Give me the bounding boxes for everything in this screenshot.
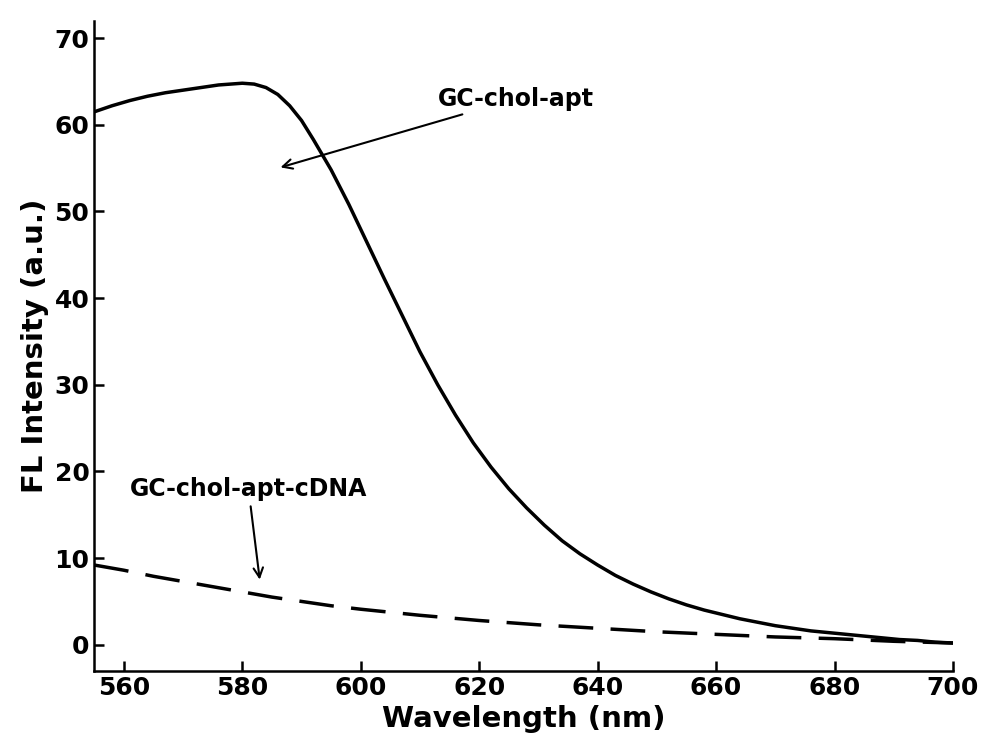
- Text: GC-chol-apt: GC-chol-apt: [283, 87, 594, 169]
- X-axis label: Wavelength (nm): Wavelength (nm): [382, 705, 665, 733]
- Text: GC-chol-apt-cDNA: GC-chol-apt-cDNA: [130, 477, 367, 578]
- Y-axis label: FL Intensity (a.u.): FL Intensity (a.u.): [21, 198, 49, 493]
